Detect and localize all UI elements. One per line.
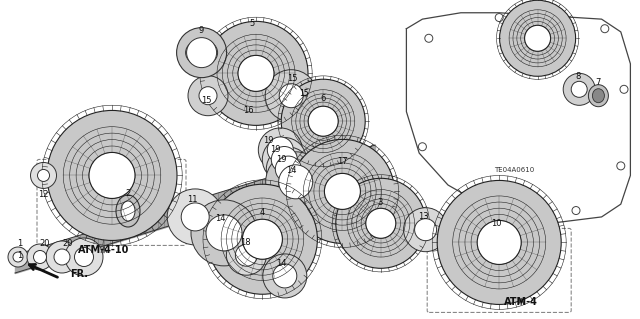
- Circle shape: [278, 165, 313, 199]
- Text: 5: 5: [249, 19, 254, 28]
- Circle shape: [33, 250, 47, 263]
- Text: 4: 4: [260, 208, 265, 217]
- Circle shape: [620, 85, 628, 93]
- Circle shape: [191, 43, 212, 65]
- Circle shape: [500, 0, 575, 76]
- Circle shape: [308, 106, 338, 136]
- Circle shape: [206, 215, 242, 251]
- Circle shape: [279, 84, 303, 108]
- Text: 3: 3: [378, 198, 383, 207]
- Circle shape: [13, 252, 23, 262]
- Circle shape: [54, 249, 70, 265]
- Circle shape: [425, 34, 433, 42]
- Circle shape: [181, 203, 209, 231]
- Text: 17: 17: [337, 157, 348, 166]
- Text: TE04A0610: TE04A0610: [494, 167, 534, 174]
- Circle shape: [177, 28, 227, 78]
- Text: ATM-4: ATM-4: [504, 297, 538, 308]
- Text: 14: 14: [276, 259, 287, 268]
- Ellipse shape: [588, 85, 609, 107]
- Text: 2: 2: [125, 189, 131, 198]
- Circle shape: [437, 181, 561, 304]
- Circle shape: [74, 248, 93, 266]
- Circle shape: [167, 189, 223, 245]
- Ellipse shape: [121, 201, 135, 221]
- Circle shape: [291, 139, 394, 243]
- Text: 12: 12: [38, 190, 49, 199]
- Circle shape: [243, 219, 282, 259]
- Text: 18: 18: [240, 238, 250, 247]
- Circle shape: [266, 147, 310, 191]
- Circle shape: [38, 169, 49, 182]
- Circle shape: [525, 25, 550, 51]
- Circle shape: [336, 178, 426, 268]
- Circle shape: [572, 206, 580, 215]
- Circle shape: [46, 241, 78, 273]
- Circle shape: [268, 137, 293, 163]
- Ellipse shape: [593, 89, 604, 103]
- Ellipse shape: [186, 40, 218, 66]
- Text: 14: 14: [286, 166, 296, 175]
- Circle shape: [404, 208, 447, 252]
- Circle shape: [8, 247, 28, 267]
- Circle shape: [324, 174, 360, 209]
- Text: FR.: FR.: [70, 269, 88, 279]
- Text: 1: 1: [17, 250, 22, 259]
- Circle shape: [187, 38, 216, 68]
- Text: 8: 8: [575, 72, 580, 81]
- Text: 15: 15: [201, 96, 211, 105]
- Circle shape: [259, 128, 302, 172]
- Circle shape: [180, 32, 223, 76]
- Circle shape: [415, 219, 436, 241]
- Text: 13: 13: [419, 212, 429, 221]
- Circle shape: [563, 73, 595, 105]
- Text: 20: 20: [63, 239, 73, 248]
- Circle shape: [238, 56, 274, 91]
- Circle shape: [486, 203, 493, 211]
- Text: 19: 19: [270, 145, 280, 154]
- Text: 10: 10: [491, 219, 501, 228]
- Text: 15: 15: [300, 89, 309, 98]
- Text: 11: 11: [187, 195, 197, 204]
- Circle shape: [266, 152, 326, 212]
- Circle shape: [572, 81, 588, 97]
- Circle shape: [265, 70, 317, 122]
- Circle shape: [199, 87, 217, 105]
- Text: 20: 20: [40, 239, 51, 248]
- Circle shape: [601, 25, 609, 33]
- Circle shape: [204, 21, 308, 125]
- Circle shape: [366, 208, 396, 238]
- Text: 7: 7: [596, 78, 601, 87]
- Circle shape: [89, 152, 135, 198]
- Circle shape: [617, 162, 625, 170]
- Ellipse shape: [116, 195, 140, 227]
- Circle shape: [227, 235, 266, 275]
- Text: 19: 19: [276, 155, 287, 164]
- Circle shape: [47, 110, 177, 241]
- Circle shape: [191, 200, 257, 266]
- Circle shape: [271, 146, 298, 173]
- Circle shape: [188, 76, 228, 116]
- Text: 1: 1: [17, 239, 22, 248]
- Text: 15: 15: [287, 74, 298, 83]
- Text: ATM-4-10: ATM-4-10: [78, 245, 130, 256]
- Text: 19: 19: [264, 136, 274, 145]
- Circle shape: [275, 156, 301, 182]
- Circle shape: [236, 244, 257, 266]
- Text: 16: 16: [243, 106, 253, 115]
- Circle shape: [262, 137, 307, 182]
- Text: 6: 6: [321, 94, 326, 103]
- Circle shape: [495, 13, 503, 22]
- Text: 14: 14: [216, 214, 226, 223]
- Circle shape: [477, 220, 521, 264]
- Text: 9: 9: [199, 26, 204, 35]
- Circle shape: [65, 238, 103, 276]
- Circle shape: [207, 184, 317, 294]
- Circle shape: [419, 143, 426, 151]
- Circle shape: [31, 162, 56, 189]
- Circle shape: [27, 244, 53, 270]
- Circle shape: [263, 254, 307, 298]
- Circle shape: [281, 79, 365, 163]
- Circle shape: [273, 264, 297, 288]
